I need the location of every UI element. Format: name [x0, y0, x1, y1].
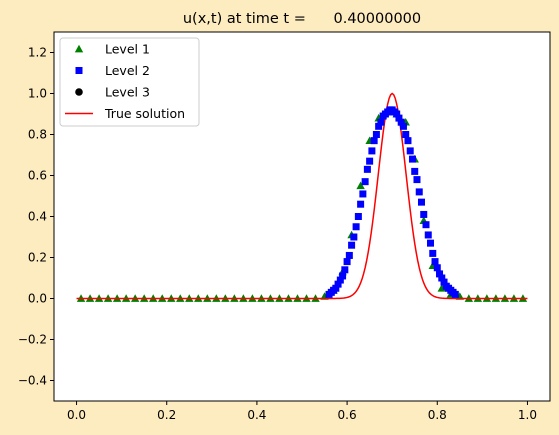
level-2-point [404, 137, 412, 145]
level-2-point [345, 251, 353, 259]
level-2-point [406, 147, 414, 155]
level-2-point [431, 258, 439, 266]
level-2-point [408, 155, 416, 163]
x-tick-label: 0.0 [67, 408, 86, 422]
y-tick-label: 1.0 [28, 87, 47, 101]
level-2-point [429, 249, 437, 257]
level-2-point [370, 137, 378, 145]
series-layer [76, 92, 528, 302]
y-tick-label: 0.0 [28, 292, 47, 306]
x-tick-label: 0.4 [247, 408, 266, 422]
level-2-point [420, 210, 428, 218]
level-2-point [332, 284, 340, 292]
y-tick-label: 0.2 [28, 251, 47, 265]
level-2-point [341, 266, 349, 274]
level-2-point [361, 178, 369, 186]
level-2-point [433, 264, 441, 272]
y-tick-label: 0.6 [28, 169, 47, 183]
level-1-point [356, 181, 365, 190]
y-tick-label: −0.4 [18, 374, 47, 388]
legend-swatch-square [75, 67, 83, 74]
level-2-point [413, 176, 421, 184]
level-2-point [352, 223, 360, 231]
level-2-point [334, 280, 342, 288]
x-tick-label: 0.6 [338, 408, 357, 422]
level-2-point [451, 290, 459, 298]
level-2-point [368, 147, 376, 155]
level-2-point [363, 165, 371, 173]
chart-title: u(x,t) at time t = 0.40000000 [183, 11, 421, 27]
level-2-point [411, 167, 419, 175]
level-2-point [336, 276, 344, 284]
y-tick-label: 1.2 [28, 46, 47, 60]
legend-label: Level 3 [105, 85, 150, 100]
level-2-point [397, 118, 405, 126]
legend-label: True solution [104, 106, 185, 121]
legend-swatch-triangle [74, 44, 84, 53]
legend-label: Level 1 [105, 42, 150, 57]
level-2-point [415, 188, 423, 196]
level-2-point [366, 157, 374, 165]
y-tick-label: −0.2 [18, 333, 47, 347]
level-2-point [399, 122, 407, 130]
level-2-point [422, 221, 430, 229]
level-2-point [427, 239, 435, 247]
level-2-point [359, 190, 367, 198]
level-2-point [440, 278, 448, 286]
level-2-point [354, 213, 362, 220]
level-2-point [377, 118, 385, 126]
level-2-point [417, 198, 425, 206]
level-2-point [438, 274, 446, 282]
level-2-point [393, 110, 401, 118]
level-2-point [395, 114, 403, 122]
true-solution-line [76, 92, 528, 300]
level-2-point [357, 200, 365, 208]
level-2-point [343, 258, 351, 266]
legend-box [59, 37, 200, 127]
level-2-point [348, 241, 356, 249]
level-2-point [424, 231, 432, 239]
y-tick-label: 0.8 [28, 128, 47, 142]
legend-swatch-circle [75, 88, 83, 96]
level-2-point [339, 272, 347, 280]
level-2-point [436, 270, 444, 278]
x-tick-label: 1.0 [518, 408, 537, 422]
level-2-point [350, 233, 358, 241]
level-2-point [375, 122, 383, 130]
y-tick-label: 0.4 [28, 210, 47, 224]
level-2-point [372, 131, 380, 138]
x-tick-label: 0.8 [428, 408, 447, 422]
axes-layer: 0.0 0.2 0.4 0.6 0.8 1.0 −0.4 −0.2 0.0 0.2 0.4 0.6 0.… [18, 46, 537, 422]
level-2-point [402, 131, 410, 138]
level-1-point [437, 284, 446, 292]
legend: Level 1 Level 2 Level 3 True solution [59, 37, 200, 127]
legend-label: Level 2 [105, 63, 150, 78]
x-tick-label: 0.2 [157, 408, 176, 422]
